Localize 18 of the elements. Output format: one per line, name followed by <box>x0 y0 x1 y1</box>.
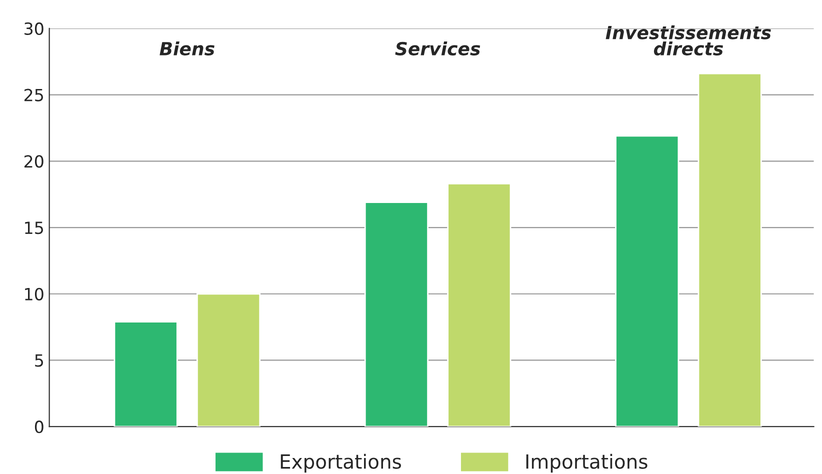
y-tick-label: 5 <box>35 354 44 367</box>
legend-label: Exportations <box>280 454 401 473</box>
legend-label: Importations <box>526 454 648 473</box>
x-tick-label: Biens <box>160 42 214 56</box>
bar <box>196 293 261 427</box>
bar <box>364 202 428 427</box>
bar <box>447 183 512 427</box>
y-tick-label: 25 <box>24 88 44 102</box>
bar <box>615 135 680 427</box>
bar <box>698 72 762 427</box>
x-tick-label: Investissements directs <box>606 25 771 56</box>
bar <box>114 321 178 427</box>
y-tick-label: 20 <box>24 155 44 168</box>
y-tick-label: 15 <box>25 222 44 234</box>
y-tick-label: 30 <box>24 22 44 36</box>
y-tick-label: 0 <box>34 420 44 434</box>
x-tick-label: Services <box>395 42 480 56</box>
y-tick-label: 10 <box>25 288 44 300</box>
